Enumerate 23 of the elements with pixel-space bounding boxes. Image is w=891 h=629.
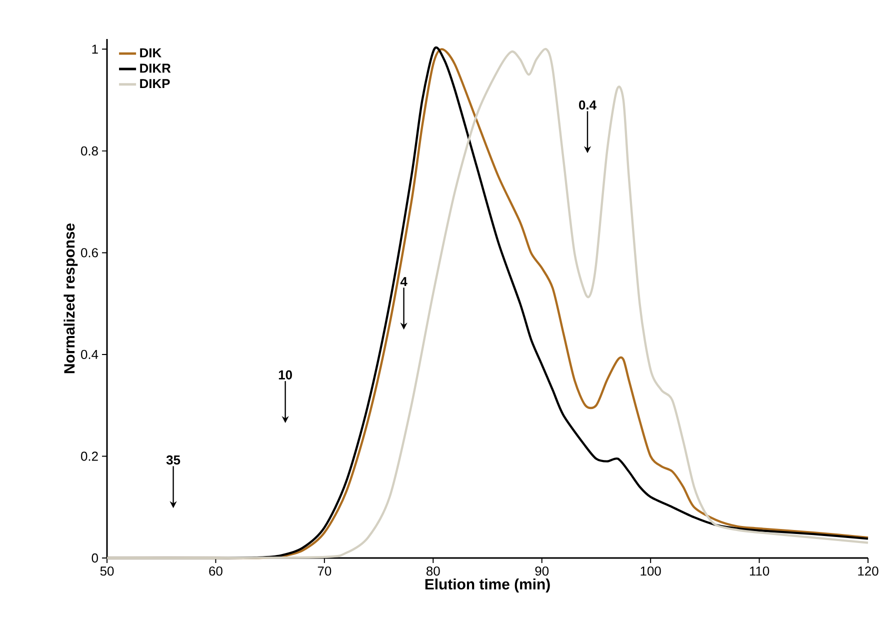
x-tick-label: 50	[100, 566, 114, 576]
x-tick-label: 70	[318, 566, 332, 576]
legend-label: DIKR	[140, 64, 171, 73]
annotation: 4	[400, 277, 408, 286]
x-tick-label: 100	[640, 566, 661, 576]
legend-label: DIK	[140, 48, 162, 58]
annotation: 35	[166, 455, 180, 465]
legend-label: DIKP	[140, 79, 170, 88]
y-tick-label: 0	[92, 553, 98, 563]
annotation: 0.4	[579, 100, 596, 110]
x-tick-label: 110	[750, 566, 770, 576]
y-axis-title: Normalized response	[64, 223, 78, 374]
x-tick-label: 80	[426, 566, 440, 576]
y-tick-label: 0.8	[80, 146, 98, 156]
y-tick-label: 0.6	[80, 248, 98, 258]
annotation: 10	[278, 370, 292, 380]
x-axis-title: Elution time (min)	[425, 578, 550, 592]
x-tick-label: 120	[858, 566, 878, 576]
x-tick-label: 60	[209, 566, 222, 576]
y-tick-label: 0.4	[80, 350, 98, 360]
y-tick-label: 0.2	[80, 452, 98, 461]
y-tick-label: 1	[92, 44, 98, 54]
x-tick-label: 90	[535, 566, 549, 576]
